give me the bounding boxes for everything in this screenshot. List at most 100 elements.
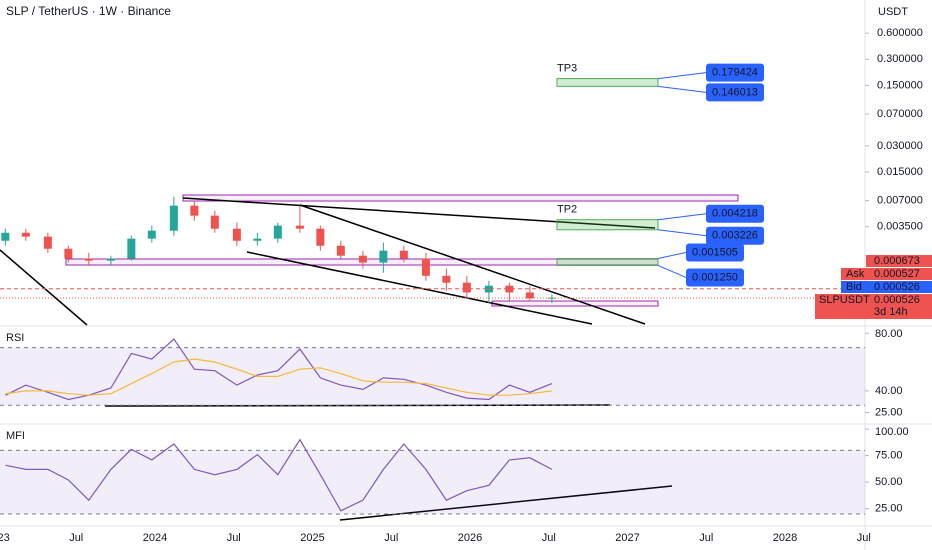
candle-body: [43, 236, 52, 249]
candle-body: [127, 238, 136, 259]
candle-body: [84, 258, 93, 261]
candle-body: [421, 258, 430, 276]
target-zone: [556, 219, 659, 231]
target-label: 0.003226: [712, 230, 758, 242]
candle-body: [336, 245, 345, 256]
bid-value: 0.000526: [874, 281, 920, 293]
indicator-line: [5, 438, 553, 512]
x-tick-label: Jul: [227, 532, 241, 544]
target-connector: [657, 72, 707, 80]
x-tick-label: 2024: [143, 532, 167, 544]
last-price-name: SLPUSDT: [819, 294, 870, 306]
x-tick-label: Jul: [699, 532, 713, 544]
high-marker-box: [866, 255, 932, 268]
chart-title: SLP / TetherUS · 1W · Binance: [6, 4, 171, 18]
indicator-line: [5, 338, 553, 401]
x-tick-label: 2028: [773, 532, 797, 544]
ask-value: 0.000527: [874, 268, 920, 280]
target-box: [686, 243, 744, 262]
target-connector: [657, 264, 687, 278]
last-price-box: [815, 294, 932, 320]
target-name: TP2: [557, 204, 577, 216]
pane-title: RSI: [6, 332, 24, 344]
target-connector: [657, 251, 687, 259]
y-tick-label: 0.070000: [877, 108, 923, 120]
ask-box: [841, 268, 932, 281]
candle-body: [484, 285, 493, 293]
target-box: [706, 63, 764, 82]
candle-body: [442, 275, 451, 283]
rsi-trend-line[interactable]: [104, 404, 611, 407]
candle-body: [210, 215, 219, 229]
countdown: 3d 14h: [874, 306, 908, 318]
target-zone: [556, 257, 659, 266]
x-tick-label: Jul: [69, 532, 83, 544]
plot: 2023 Jul 2024 Jul 2025 Jul 2026 Jul 2027 Jul 2028 J…: [0, 27, 932, 544]
target-connector: [657, 229, 707, 237]
y-tick-label: 0.300000: [877, 53, 923, 65]
candle-body: [147, 230, 156, 239]
indicator-line: [5, 358, 552, 396]
candle-body: [169, 205, 178, 231]
candle-body: [505, 285, 514, 293]
x-tick-label: 2027: [615, 532, 639, 544]
last-price-value: 0.000526: [874, 294, 920, 306]
currency[interactable]: USDT: [878, 6, 908, 18]
pane-title: MFI: [6, 430, 25, 442]
bid-box: [841, 281, 932, 294]
candle-body: [253, 238, 262, 241]
candle-body: [232, 228, 241, 241]
target-label: 0.146013: [712, 86, 758, 98]
target-connector: [657, 213, 707, 221]
target-zone: [556, 78, 659, 87]
y-tick-label: 0.007000: [877, 195, 923, 207]
trend-line[interactable]: [182, 197, 656, 229]
target-label: 0.001505: [692, 246, 738, 258]
y-tick-label: 100.00: [875, 426, 909, 438]
x-tick-label: Jul: [857, 532, 871, 544]
y-tick-label: 40.00: [875, 385, 903, 397]
indicator-band: [0, 450, 865, 515]
trend-line[interactable]: [246, 251, 593, 325]
x-tick-label: Jul: [384, 532, 398, 544]
candle-body: [273, 225, 282, 239]
target-label: 0.001250: [692, 271, 738, 283]
target-box: [686, 268, 744, 287]
y-tick-label: 0.600000: [877, 27, 923, 39]
trend-line[interactable]: [299, 204, 646, 325]
target-name: TP3: [557, 63, 577, 75]
y-tick-label: 50.00: [875, 476, 903, 488]
candle-body: [64, 248, 73, 259]
x-tick-label: 2025: [300, 532, 324, 544]
y-tick-label: 25.00: [875, 503, 903, 515]
ask-name: Ask: [846, 268, 865, 280]
y-tick-label: 25.00: [875, 406, 903, 418]
x-tick-label: 2023: [0, 532, 10, 544]
y-tick-label: 0.150000: [877, 79, 923, 91]
target-label: 0.004218: [712, 208, 758, 220]
y-tick-label: 80.00: [875, 328, 903, 340]
target-connector: [657, 85, 707, 93]
candle-body: [190, 205, 199, 216]
candle-body: [1, 232, 10, 241]
candle-body: [525, 292, 534, 299]
y-tick-label: 0.030000: [877, 140, 923, 152]
target-label: 0.179424: [712, 67, 758, 79]
candle-body: [316, 228, 325, 246]
y-tick-label: 75.00: [875, 450, 903, 462]
candle-body: [379, 250, 388, 263]
candle-body: [21, 232, 30, 237]
candle-body: [295, 225, 304, 229]
target-box: [706, 226, 764, 245]
candle-body: [547, 297, 556, 299]
y-tick-label: 0.003500: [877, 221, 923, 233]
x-tick-label: Jul: [542, 532, 556, 544]
candle-body: [399, 250, 408, 259]
base-box[interactable]: [491, 300, 659, 307]
resistance-box[interactable]: [182, 194, 739, 202]
candle-body: [106, 258, 115, 261]
y-tick-label: 0.015000: [877, 166, 923, 178]
trend-line[interactable]: [0, 249, 88, 326]
